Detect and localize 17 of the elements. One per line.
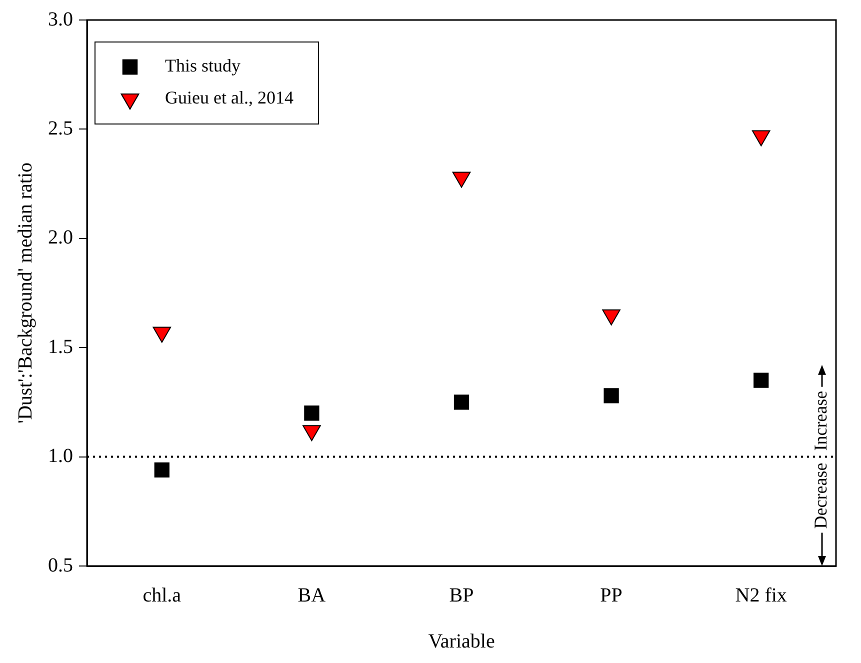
y-tick-label: 2.5 <box>48 117 73 140</box>
y-tick-label: 2.0 <box>48 226 73 249</box>
y-tick-label: 1.5 <box>48 336 73 358</box>
x-tick-label: chl.a <box>142 584 182 606</box>
legend-label: This study <box>165 56 241 76</box>
annotation: Increase <box>810 390 831 451</box>
legend-label: Guieu et al., 2014 <box>165 88 294 108</box>
x-tick-label: BP <box>449 584 474 606</box>
y-tick-label: 3.0 <box>48 8 73 30</box>
x-tick-label: N2 fix <box>735 584 787 606</box>
x-tick-label: PP <box>600 584 622 606</box>
y-axis-title: 'Dust':'Background' median ratio <box>14 162 36 424</box>
y-tick-label: 0.5 <box>48 554 73 576</box>
y-tick-label: 1.0 <box>48 445 73 468</box>
x-tick-label: BA <box>298 584 326 606</box>
x-axis-title: Variable <box>428 630 495 652</box>
annotation: Decrease <box>810 462 831 529</box>
